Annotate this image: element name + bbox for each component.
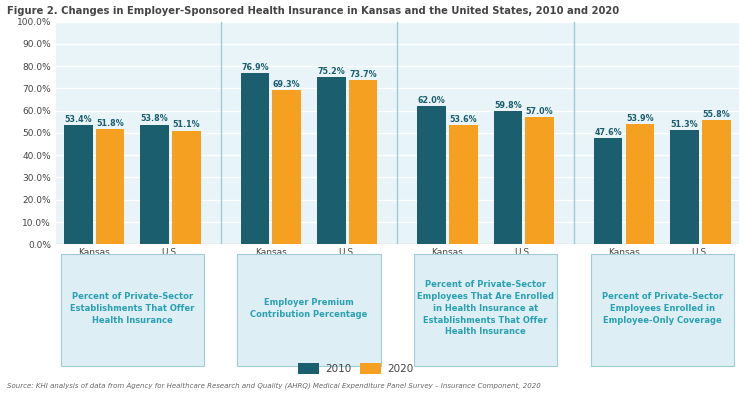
Text: 69.3%: 69.3% — [273, 80, 301, 89]
Text: 47.6%: 47.6% — [595, 128, 622, 137]
Text: 75.2%: 75.2% — [317, 67, 345, 76]
Text: 73.7%: 73.7% — [349, 70, 377, 79]
Bar — [240, 73, 269, 244]
Text: 76.9%: 76.9% — [241, 63, 269, 72]
Text: 2020: 2020 — [387, 364, 413, 374]
Text: 51.3%: 51.3% — [671, 120, 698, 129]
Text: 57.0%: 57.0% — [526, 107, 554, 116]
Bar — [348, 80, 377, 244]
Bar — [702, 120, 730, 244]
Bar — [417, 106, 446, 244]
Text: 2010: 2010 — [325, 364, 351, 374]
Text: 53.8%: 53.8% — [141, 114, 169, 123]
Text: 55.8%: 55.8% — [703, 110, 730, 119]
Text: Source: KHI analysis of data from Agency for Healthcare Research and Quality (AH: Source: KHI analysis of data from Agency… — [7, 383, 541, 389]
Bar — [140, 125, 169, 244]
Text: 62.0%: 62.0% — [418, 96, 445, 105]
Bar — [64, 125, 93, 244]
Bar — [272, 90, 301, 244]
Text: Figure 2. Changes in Employer-Sponsored Health Insurance in Kansas and the Unite: Figure 2. Changes in Employer-Sponsored … — [7, 6, 620, 16]
Text: Percent of Private-Sector
Establishments That Offer
Health Insurance: Percent of Private-Sector Establishments… — [70, 292, 195, 325]
Bar — [626, 124, 654, 244]
Text: 53.6%: 53.6% — [449, 115, 477, 124]
Bar — [449, 125, 477, 244]
Bar — [95, 129, 125, 244]
Text: Employer Premium
Contribution Percentage: Employer Premium Contribution Percentage — [250, 298, 368, 319]
Bar — [670, 130, 699, 244]
Bar — [594, 138, 622, 244]
Bar — [317, 77, 345, 244]
Bar — [525, 117, 554, 244]
Text: Percent of Private-Sector
Employees That Are Enrolled
in Health Insurance at
Est: Percent of Private-Sector Employees That… — [417, 280, 554, 336]
Bar — [172, 130, 201, 244]
Text: 51.8%: 51.8% — [96, 119, 124, 128]
Text: Percent of Private-Sector
Employees Enrolled in
Employee-Only Coverage: Percent of Private-Sector Employees Enro… — [601, 292, 723, 325]
Text: 53.4%: 53.4% — [64, 115, 92, 124]
Text: 59.8%: 59.8% — [494, 101, 521, 110]
Bar — [494, 111, 522, 244]
Text: 53.9%: 53.9% — [626, 114, 653, 123]
Text: 51.1%: 51.1% — [172, 121, 200, 129]
